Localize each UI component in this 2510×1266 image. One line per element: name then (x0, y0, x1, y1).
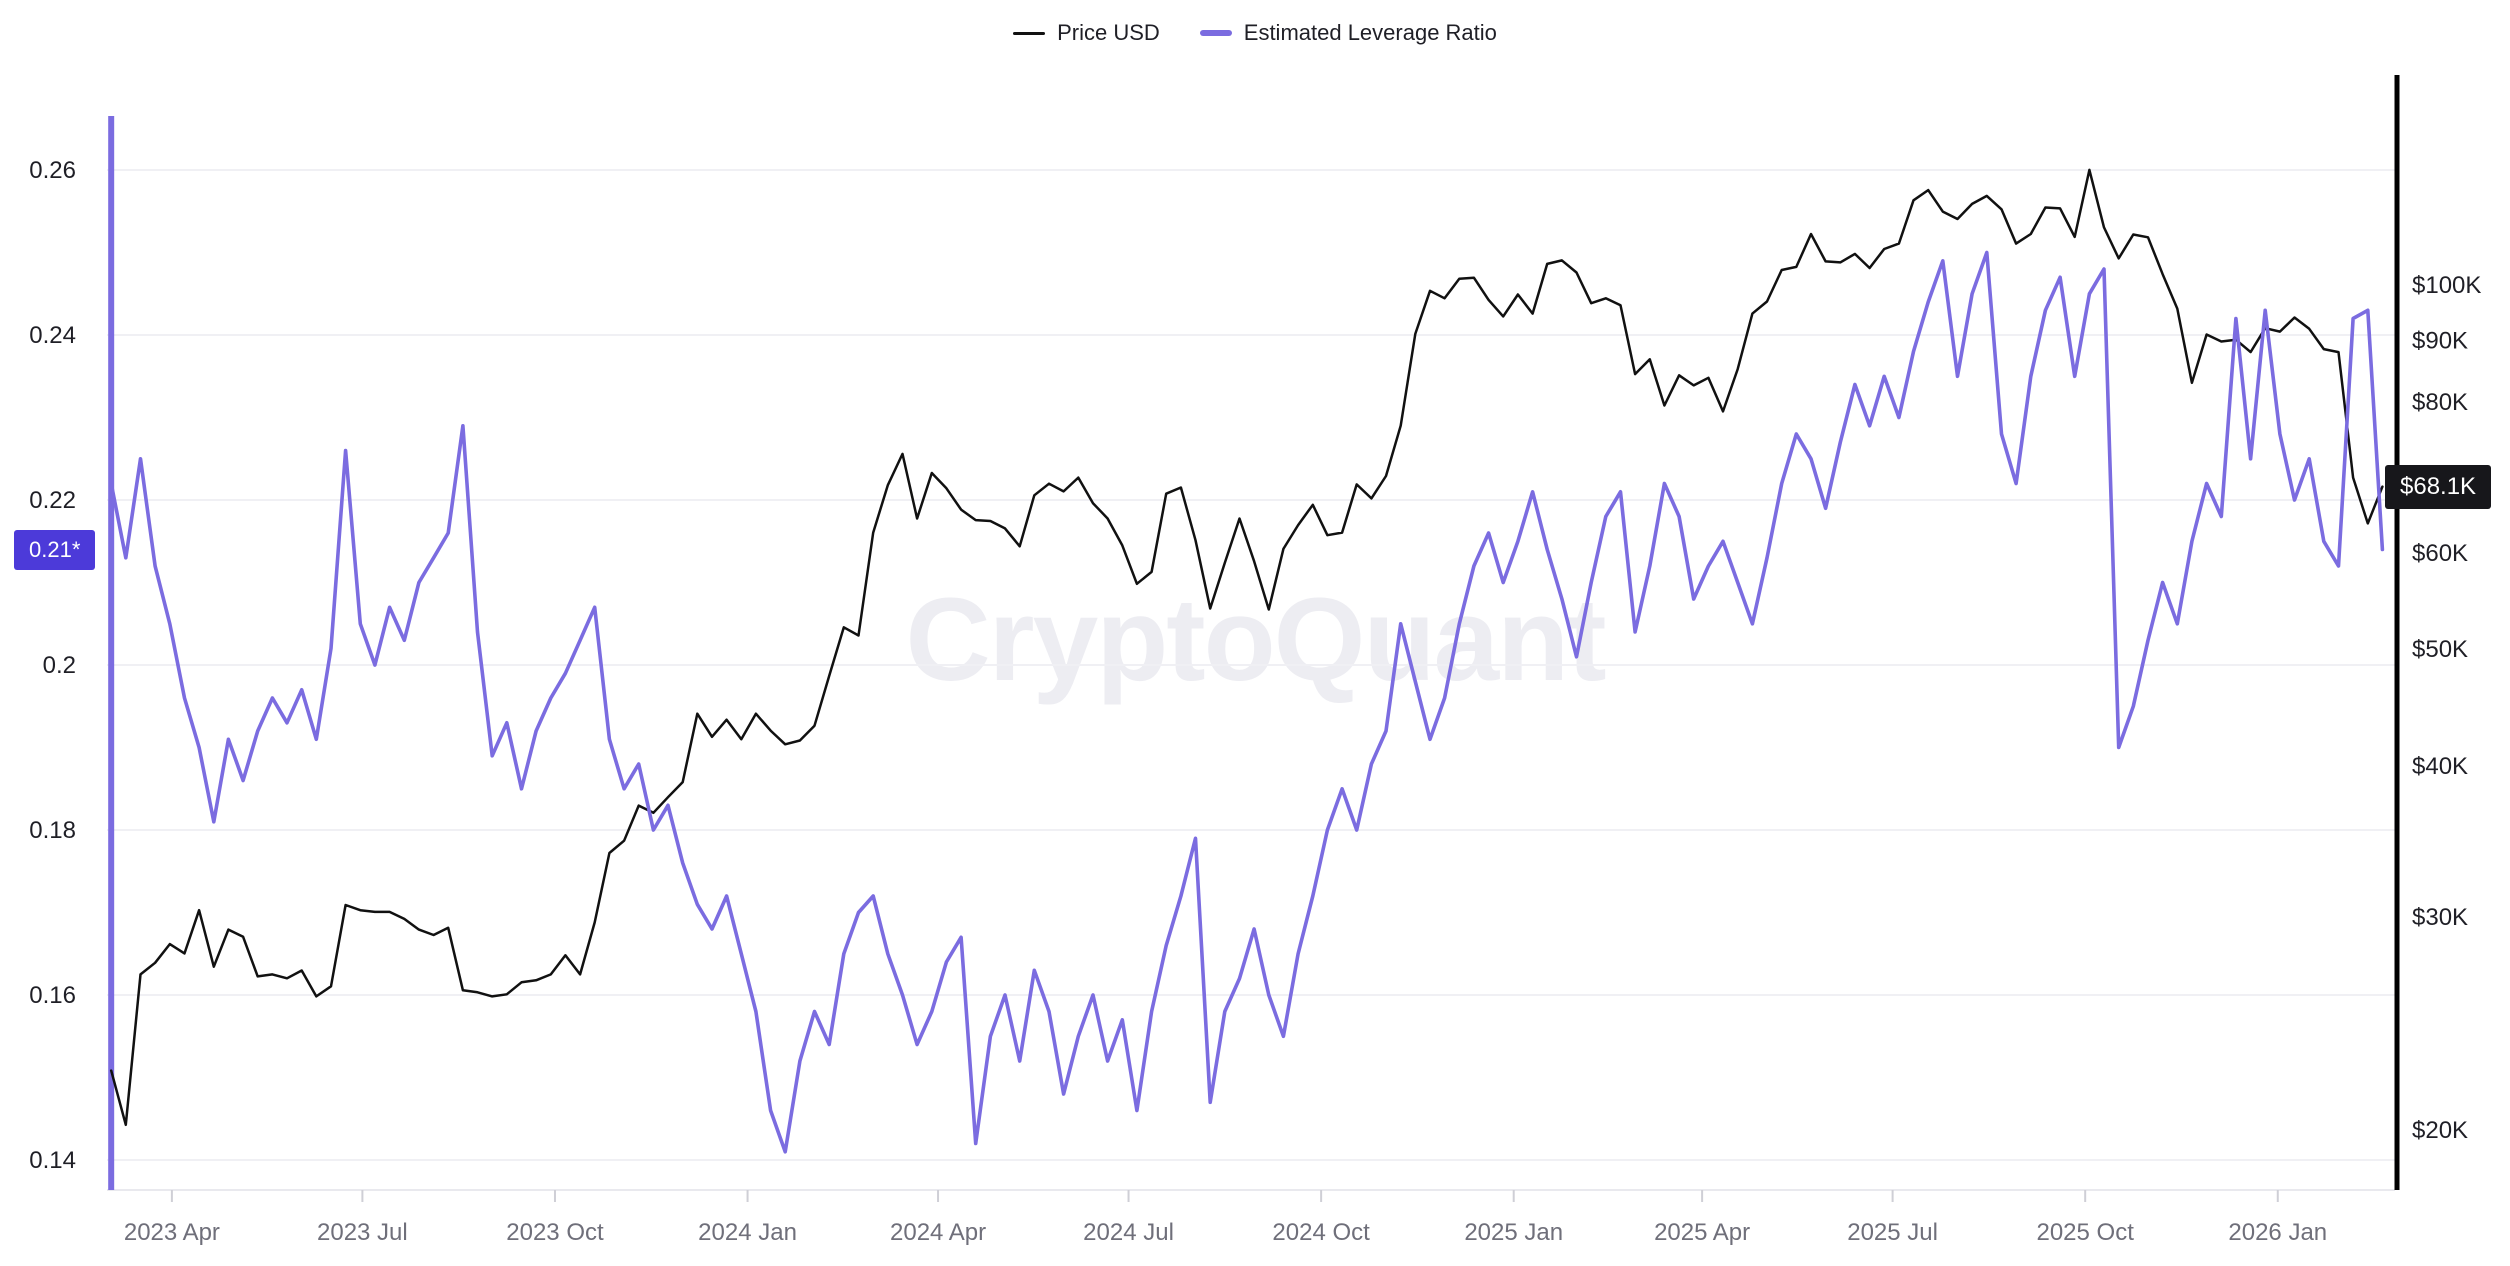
leverage-line (109, 250, 2385, 1154)
x-axis-tick-label: 2024 Oct (1272, 1219, 1370, 1246)
x-axis-tick-label: 2024 Apr (890, 1219, 986, 1246)
right-axis-tick-label: $90K (2412, 327, 2468, 354)
right-axis-tick-label: $30K (2412, 904, 2468, 931)
legend-label-leverage: Estimated Leverage Ratio (1243, 20, 1497, 45)
legend-item-price[interactable]: Price USD (1013, 20, 1160, 46)
left-axis-tick-label: 0.14 (29, 1147, 76, 1174)
x-axis-tick-label: 2025 Oct (2036, 1219, 2134, 1246)
x-axis-tick-label: 2023 Oct (506, 1219, 604, 1246)
legend-item-leverage[interactable]: Estimated Leverage Ratio (1199, 20, 1497, 46)
x-axis-tick-label: 2024 Jul (1083, 1219, 1174, 1246)
left-axis-tick-label: 0.26 (29, 157, 76, 184)
x-axis-tick-label: 2026 Jan (2228, 1219, 2327, 1246)
left-axis-tick-label: 0.16 (29, 982, 76, 1009)
left-axis-tick-label: 0.2 (43, 652, 76, 679)
right-axis-tick-label: $60K (2412, 540, 2468, 567)
price-line-swatch-icon (1013, 31, 1046, 35)
x-axis-tick-label: 2025 Jan (1464, 1219, 1563, 1246)
left-axis-tick-label: 0.18 (29, 817, 76, 844)
right-axis-tick-label: $80K (2412, 389, 2468, 416)
chart-legend: Price USD Estimated Leverage Ratio (0, 20, 2510, 46)
leverage-current-value-badge: 0.21* (14, 529, 96, 570)
leverage-line-swatch-icon (1199, 30, 1232, 36)
price-line (109, 168, 2384, 1127)
x-axis-tick-label: 2023 Apr (124, 1219, 220, 1246)
right-axis-tick-label: $100K (2412, 272, 2481, 299)
x-axis-tick-label: 2025 Jul (1847, 1219, 1938, 1246)
right-axis-tick-label: $20K (2412, 1117, 2468, 1144)
right-axis-tick-label: $50K (2412, 636, 2468, 663)
plot-area[interactable] (107, 75, 2395, 1190)
x-axis-tick-label: 2024 Jan (698, 1219, 797, 1246)
x-axis-tick-label: 2023 Jul (317, 1219, 408, 1246)
x-axis-tick-label: 2025 Apr (1654, 1219, 1750, 1246)
legend-label-price: Price USD (1057, 20, 1160, 45)
price-current-value-badge: $68.1K (2385, 464, 2492, 509)
left-axis-tick-label: 0.22 (29, 487, 76, 514)
left-axis-tick-label: 0.24 (29, 322, 76, 349)
right-axis-tick-label: $40K (2412, 753, 2468, 780)
cryptoquant-watermark: CryptoQuant (0, 572, 2510, 708)
